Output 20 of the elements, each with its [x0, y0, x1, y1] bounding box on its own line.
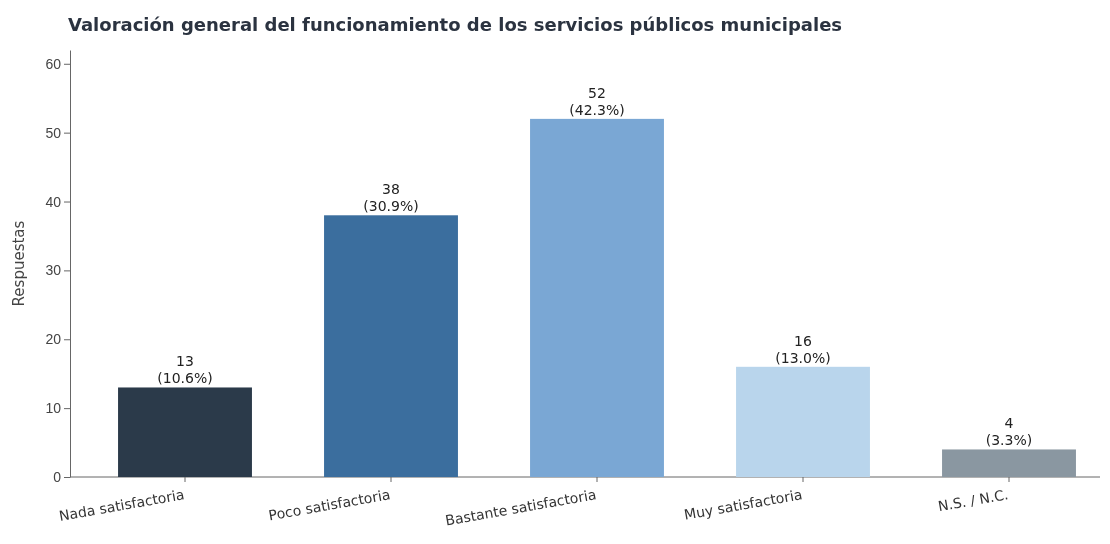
x-tick-label: N.S. / N.C. — [936, 486, 1010, 515]
chart-title: Valoración general del funcionamiento de los servicios públicos municipales — [68, 14, 843, 35]
data-label: 16 (13.0%) — [775, 332, 831, 366]
y-tick-label: 0 — [53, 468, 62, 485]
data-label: 38 (30.9%) — [363, 181, 419, 215]
bar — [530, 118, 664, 477]
y-axis-title: Respuestas — [10, 220, 28, 307]
bar — [736, 366, 870, 477]
y-tick-label: 30 — [45, 262, 62, 279]
data-label: 4 (3.3%) — [985, 415, 1033, 449]
y-tick-label: 40 — [45, 193, 62, 210]
y-tick-label: 20 — [45, 331, 62, 348]
y-tick-label: 10 — [45, 400, 62, 417]
bar — [324, 215, 458, 477]
bar — [942, 449, 1076, 477]
bar — [118, 387, 252, 477]
y-tick-label: 50 — [45, 124, 62, 141]
data-label: 52 (42.3%) — [569, 84, 625, 118]
data-label: 13 (10.6%) — [157, 353, 213, 387]
y-tick-label: 60 — [45, 55, 62, 72]
